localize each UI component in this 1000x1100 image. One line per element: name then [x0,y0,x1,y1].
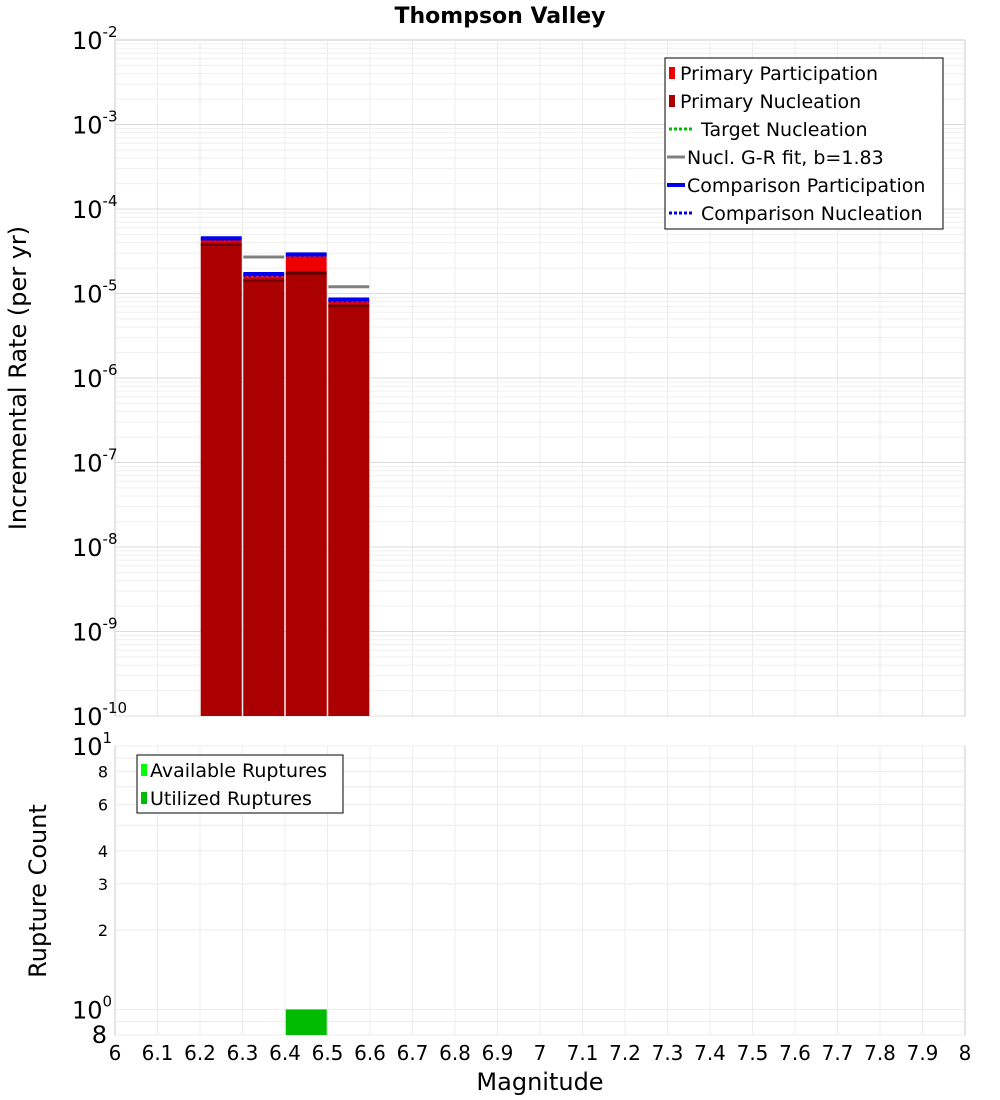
x-tick-label: 7.1 [567,1041,599,1065]
top-legend-label: Primary Nucleation [680,91,861,113]
bottom-y-minor-tick-label: 6 [98,795,108,814]
bottom-legend-box [136,754,344,814]
x-tick-label: 6.7 [397,1041,429,1065]
x-tick-label: 6.2 [184,1041,216,1065]
chart-title: Thompson Valley [395,4,606,29]
bottom-y-tick-label: 101 [72,729,112,761]
top-y-tick-label: 10-3 [72,108,118,140]
top-y-tick-label: 10-5 [72,277,118,309]
top-y-tick-label: 10-2 [72,23,118,55]
x-axis-label: Magnitude [476,1068,603,1096]
legend-swatch-bar [141,764,147,776]
x-tick-label: 6.8 [439,1041,471,1065]
legend-swatch-bar [669,67,675,79]
top-legend: Primary Participation Primary Nucleation T… [664,57,944,230]
x-tick-label: 7.7 [822,1041,854,1065]
x-tick-label: 7.4 [694,1041,726,1065]
top-legend-label: Nucl. G-R fit, b=1.83 [687,147,884,169]
x-ticks: 6 6.1 6.2 6.3 6.4 6.5 6.6 6.7 6.8 6.9 7 7.1 7.2 7.3 7.… [109,1041,972,1065]
x-tick-label: 6 [109,1041,122,1065]
primary-nucleation-bar [243,278,285,716]
bottom-y-minor-tick-label: 8 [98,763,108,782]
x-tick-label: 6.3 [227,1041,259,1065]
top-panel: 10-2 10-3 10-4 10-5 10-6 10-7 10-8 10-9 10-10 In… [4,23,966,731]
bottom-y-minor-tick-label: 8 [92,1021,107,1049]
bottom-y-tick-label: 100 [72,992,112,1024]
x-tick-label: 6.6 [354,1041,386,1065]
x-tick-label: 6.4 [269,1041,301,1065]
x-tick-label: 7.8 [864,1041,896,1065]
top-y-tick-label: 10-10 [72,699,127,731]
x-tick-label: 7.9 [907,1041,939,1065]
x-tick-label: 7 [534,1041,547,1065]
legend-swatch-bar [669,95,675,107]
top-y-axis-label: Incremental Rate (per yr) [4,226,32,530]
x-tick-label: 7.2 [609,1041,641,1065]
legend-swatch-bar [141,792,147,804]
top-grid [115,40,965,717]
top-y-tick-label: 10-4 [72,192,118,224]
x-tick-label: 7.5 [737,1041,769,1065]
x-tick-label: 6.1 [142,1041,174,1065]
x-tick-label: 7.6 [779,1041,811,1065]
utilized-ruptures-bar [285,1009,327,1035]
top-legend-label: Primary Participation [680,63,878,85]
bottom-y-axis-label: Rupture Count [24,804,52,978]
bottom-y-minor-tick-label: 3 [98,875,108,894]
bottom-legend-label: Utilized Ruptures [150,788,312,810]
bottom-bars [285,1009,327,1035]
bottom-y-minor-tick-label: 4 [98,842,108,861]
top-legend-label: Comparison Participation [687,175,925,197]
top-legend-label: Target Nucleation [700,119,868,141]
top-y-tick-label: 10-9 [72,615,118,647]
top-y-ticks: 10-2 10-3 10-4 10-5 10-6 10-7 10-8 10-9 10-10 [72,23,127,731]
top-legend-label: Comparison Nucleation [701,203,923,225]
primary-nucleation-bar [285,272,327,716]
primary-nucleation-bar [328,304,370,716]
primary-nucleation-bar [200,242,242,717]
top-y-tick-label: 10-8 [72,530,118,562]
bottom-legend-label: Available Ruptures [150,760,327,782]
x-tick-label: 8 [959,1041,972,1065]
bottom-y-minor-tick-label: 2 [98,921,108,940]
x-tick-label: 6.9 [482,1041,514,1065]
bottom-legend: Available Ruptures Utilized Ruptures [136,754,344,814]
top-legend-box [664,57,944,230]
top-y-tick-label: 10-7 [72,446,118,478]
top-y-tick-label: 10-6 [72,361,118,393]
top-bars [200,236,370,717]
x-tick-label: 7.3 [652,1041,684,1065]
x-tick-label: 6.5 [312,1041,344,1065]
